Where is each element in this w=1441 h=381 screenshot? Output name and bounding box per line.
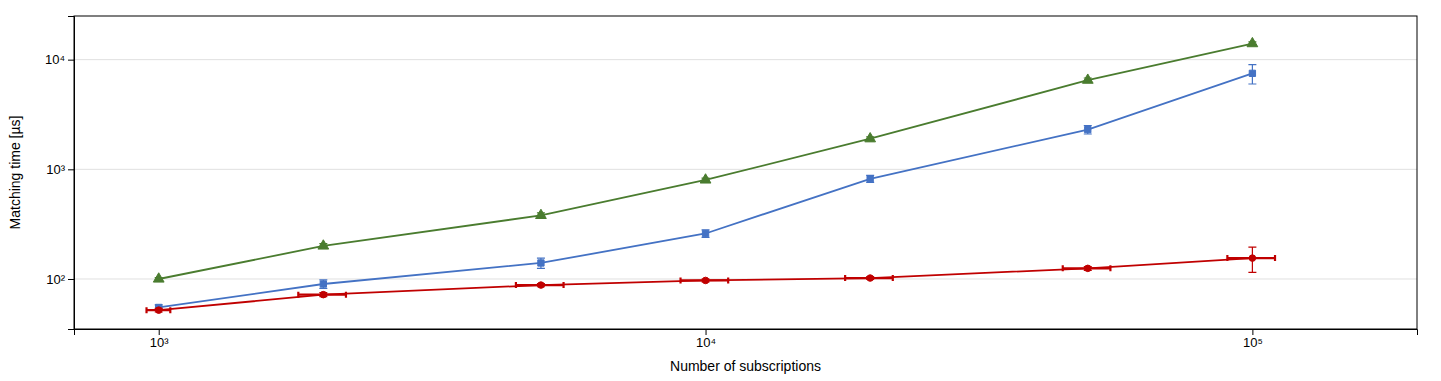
x-tick: 10³ [150,329,169,350]
x-error-bar [147,307,171,313]
y-error-bar [1248,247,1256,272]
marker [538,260,544,266]
grid-line [74,59,1417,60]
marker [155,307,162,314]
marker [536,209,547,218]
marker [702,277,709,284]
y-error-bar [1248,65,1256,84]
x-error-bar [516,282,564,288]
marker [320,281,326,287]
marker [700,174,711,183]
marker [1084,265,1091,272]
x-axis-line [75,330,1418,336]
y-tick: 10⁴ [45,52,74,67]
y-error-bar [319,280,327,288]
y-tick: 10² [46,272,74,287]
marker [320,291,327,298]
marker [153,273,164,282]
y-tick-mark [68,279,74,280]
marker [1247,37,1258,46]
y-tick-label: 10⁴ [45,52,65,67]
x-axis: 10³ 10⁴ 10⁵ [75,329,1418,350]
marker [1085,126,1091,132]
marker [318,240,329,249]
marks [147,37,1275,313]
marker [865,133,876,142]
y-tick-label: 10² [46,272,65,287]
y-tick-mark [68,60,74,61]
x-error-bar [1227,255,1275,261]
plot-frame [74,16,1417,329]
y-tick: 10³ [46,162,74,177]
x-error-bar [845,275,893,281]
x-error-bar [1063,265,1111,271]
marker [702,230,708,236]
y-axis-title: Matching time [µs] [7,116,23,230]
x-axis-title: Number of subscriptions [670,358,821,374]
series [147,247,1275,313]
y-axis: 10² 10³ 10⁴ [45,17,75,330]
x-tick-label: 10³ [150,335,169,350]
y-tick-mark [68,169,74,170]
x-tick-mark [1252,329,1253,335]
marker [1082,74,1093,83]
x-tick: 10⁵ [1243,329,1263,350]
x-error-bar [681,277,729,283]
y-error-bar [702,230,710,237]
x-tick-mark [706,329,707,335]
plot-area: 10³ 10⁴ 10⁵ 10² 10³ 10⁴ [45,16,1418,350]
series-line [159,44,1253,279]
x-tick: 10⁴ [696,329,716,350]
y-error-bar [537,258,545,268]
x-error-bar [298,292,346,298]
chart: 10³ 10⁴ 10⁵ 10² 10³ 10⁴ Number of subscription… [0,0,1441,381]
x-tick-label: 10⁵ [1243,335,1263,350]
series-line [159,258,1253,310]
series [153,37,1257,282]
series-line [159,73,1253,307]
x-tick-mark [159,329,160,335]
series [155,65,1257,311]
marker [867,275,874,282]
marker [1249,70,1255,76]
marker [538,282,545,289]
marker [1249,255,1256,262]
y-axis-line [68,17,75,330]
x-tick-label: 10⁴ [696,335,716,350]
marker [867,176,873,182]
y-error-bar [1084,126,1092,134]
y-error-bar [866,175,874,182]
y-tick-label: 10³ [46,162,65,177]
